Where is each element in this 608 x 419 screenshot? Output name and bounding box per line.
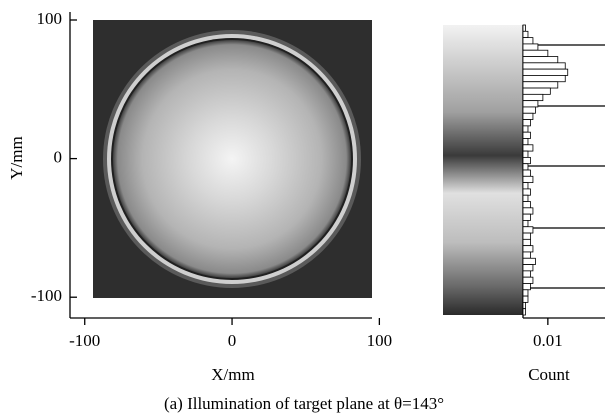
hist-bar	[522, 119, 531, 127]
hist-bar	[522, 56, 559, 64]
hist-bar	[522, 81, 559, 89]
x-tick-label: 0	[228, 331, 237, 350]
hist-bar	[522, 62, 566, 70]
hist-bar	[522, 87, 551, 95]
hist-bar	[522, 220, 529, 228]
hist-bar	[522, 125, 529, 133]
hist-bar	[522, 175, 534, 184]
y-tick-label: 100	[37, 9, 63, 28]
hist-bar	[522, 226, 534, 234]
hist-bar	[522, 106, 536, 114]
hist-bar	[522, 138, 529, 146]
hist-bar	[522, 49, 549, 57]
x-tick-label: 0.01	[533, 331, 563, 350]
hist-bar	[522, 163, 529, 171]
hist-bar	[522, 232, 531, 240]
hist-bar	[522, 251, 531, 259]
caption: (a) Illumination of target plane at θ=14…	[164, 394, 444, 413]
hist-bar	[522, 308, 526, 316]
hist-bar	[522, 283, 531, 291]
hist-bar	[522, 131, 531, 139]
image-disc	[113, 40, 351, 278]
x-axis-label: Count	[528, 365, 570, 384]
hist-bar	[522, 238, 531, 247]
hist-bar	[522, 245, 534, 253]
hist-bar	[522, 182, 529, 190]
hist-bar	[522, 150, 529, 158]
hist-bar	[522, 43, 539, 51]
hist-bar	[522, 270, 531, 278]
hist-bar	[522, 207, 534, 215]
hist-bar	[522, 75, 566, 83]
gray-scale-bar	[443, 25, 523, 315]
hist-bar	[522, 289, 529, 297]
y-tick-label: 0	[54, 148, 63, 167]
hist-bar	[522, 264, 534, 272]
hist-bar	[522, 24, 526, 32]
x-axis-label: X/mm	[211, 365, 254, 384]
hist-bar	[522, 37, 534, 45]
hist-bar	[522, 93, 544, 102]
x-tick-label: -100	[69, 331, 100, 350]
hist-bar	[522, 156, 531, 165]
hist-bar	[522, 213, 531, 221]
hist-bar	[522, 112, 534, 120]
hist-bar	[522, 301, 526, 310]
y-axis-label: Y/mm	[7, 136, 26, 179]
hist-bar	[522, 257, 536, 265]
hist-bar	[522, 100, 539, 108]
hist-bar	[522, 144, 534, 152]
y-tick-label: -100	[31, 286, 62, 305]
hist-bar	[522, 188, 531, 196]
hist-bar	[522, 30, 529, 39]
hist-bar	[522, 194, 529, 202]
x-tick-label: 100	[367, 331, 393, 350]
hist-bar	[522, 201, 531, 209]
hist-bar	[522, 169, 531, 177]
hist-bar	[522, 68, 569, 76]
hist-bar	[522, 276, 534, 284]
hist-bar	[522, 295, 529, 303]
